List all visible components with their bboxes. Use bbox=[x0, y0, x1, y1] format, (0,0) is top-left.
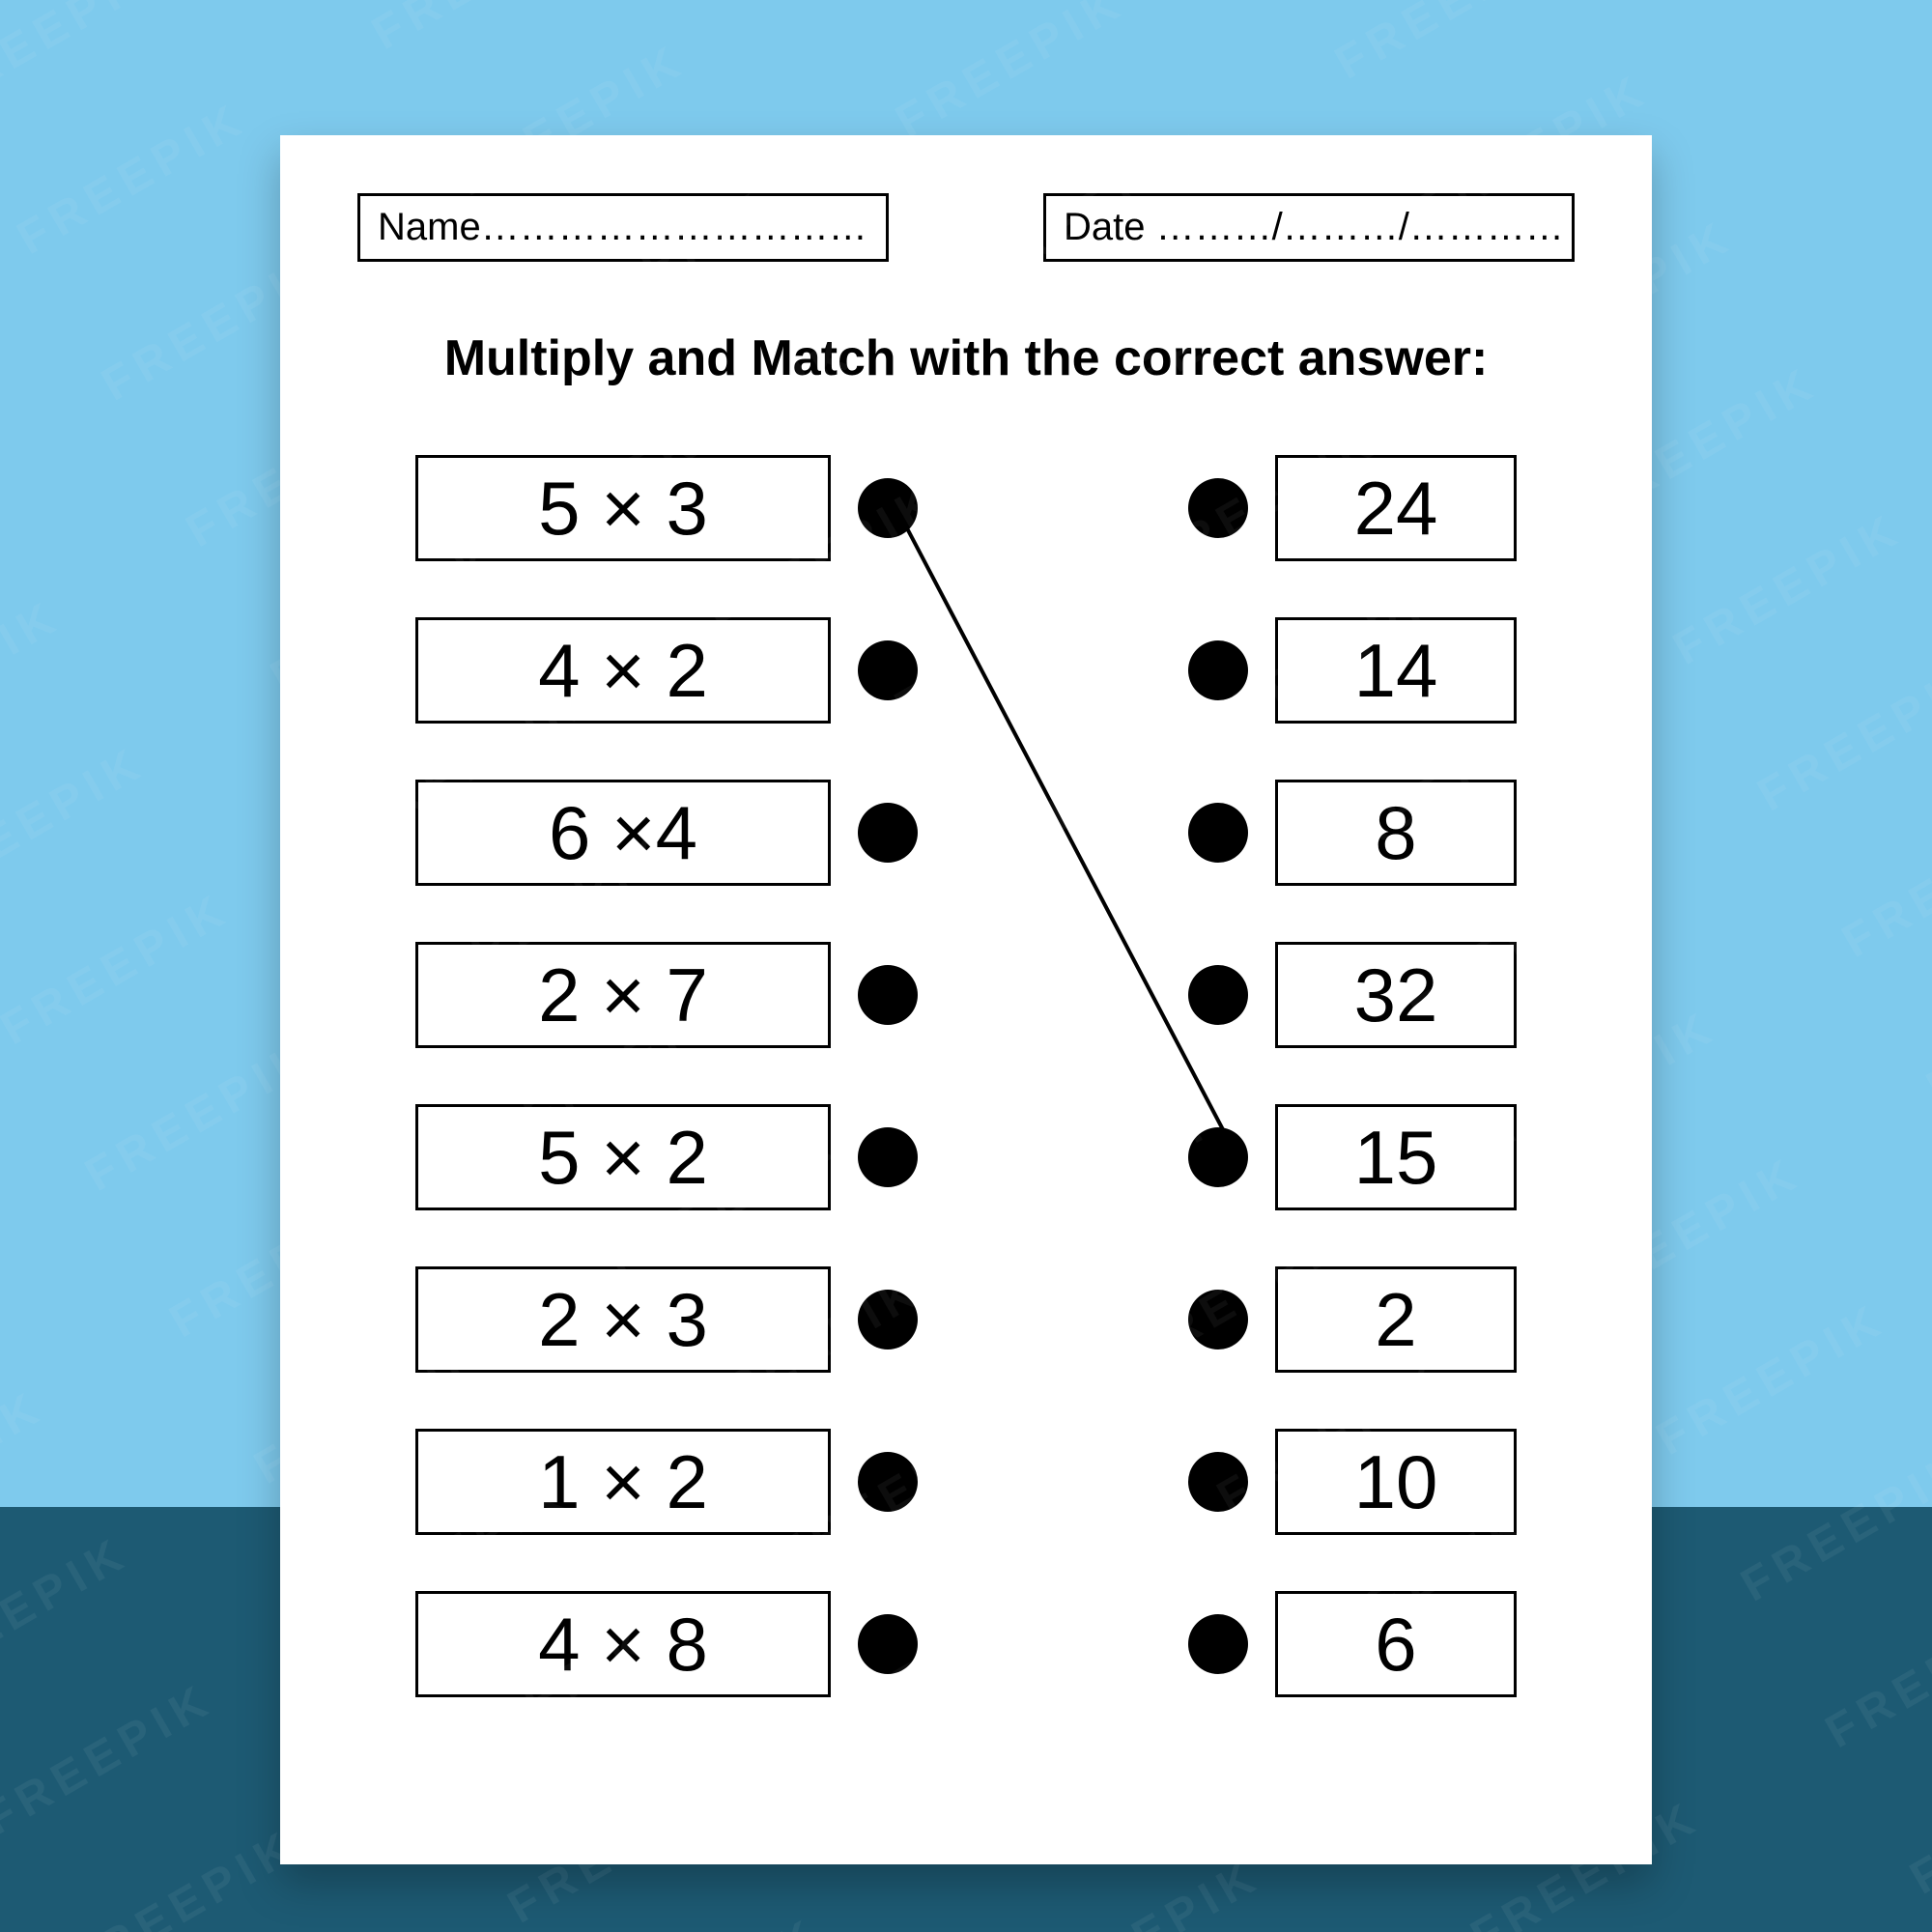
question-box: 2 × 7 bbox=[415, 942, 831, 1048]
answer-dot[interactable] bbox=[1188, 803, 1248, 863]
question-dot[interactable] bbox=[858, 1614, 918, 1674]
question-row: 5 × 3 bbox=[415, 445, 918, 571]
answer-row: 6 bbox=[1188, 1581, 1517, 1707]
answer-row: 32 bbox=[1188, 932, 1517, 1058]
answer-dot[interactable] bbox=[1188, 1290, 1248, 1350]
worksheet-title: Multiply and Match with the correct answ… bbox=[357, 329, 1575, 387]
match-line bbox=[896, 508, 1237, 1157]
answer-box: 32 bbox=[1275, 942, 1517, 1048]
answer-row: 2 bbox=[1188, 1257, 1517, 1382]
question-row: 4 × 2 bbox=[415, 608, 918, 733]
question-dot[interactable] bbox=[858, 1452, 918, 1512]
question-row: 2 × 3 bbox=[415, 1257, 918, 1382]
question-row: 5 × 2 bbox=[415, 1094, 918, 1220]
answer-dot[interactable] bbox=[1188, 478, 1248, 538]
answer-dot[interactable] bbox=[1188, 965, 1248, 1025]
answer-box: 14 bbox=[1275, 617, 1517, 724]
question-dot[interactable] bbox=[858, 478, 918, 538]
question-dot[interactable] bbox=[858, 1127, 918, 1187]
date-field[interactable]: Date ………/………/………… bbox=[1043, 193, 1575, 262]
answer-dot[interactable] bbox=[1188, 640, 1248, 700]
answer-row: 10 bbox=[1188, 1419, 1517, 1545]
question-row: 6 ×4 bbox=[415, 770, 918, 895]
header-row: Name………………………… Date ………/………/………… bbox=[357, 193, 1575, 262]
answer-row: 14 bbox=[1188, 608, 1517, 733]
question-box: 2 × 3 bbox=[415, 1266, 831, 1373]
question-box: 4 × 8 bbox=[415, 1591, 831, 1697]
question-dot[interactable] bbox=[858, 803, 918, 863]
name-field[interactable]: Name………………………… bbox=[357, 193, 889, 262]
answer-row: 24 bbox=[1188, 445, 1517, 571]
question-row: 1 × 2 bbox=[415, 1419, 918, 1545]
answer-box: 2 bbox=[1275, 1266, 1517, 1373]
answer-box: 24 bbox=[1275, 455, 1517, 561]
answer-box: 6 bbox=[1275, 1591, 1517, 1697]
answer-box: 10 bbox=[1275, 1429, 1517, 1535]
question-box: 4 × 2 bbox=[415, 617, 831, 724]
answer-dot[interactable] bbox=[1188, 1452, 1248, 1512]
answer-box: 15 bbox=[1275, 1104, 1517, 1210]
answer-dot[interactable] bbox=[1188, 1614, 1248, 1674]
match-area: 5 × 34 × 26 ×42 × 75 × 22 × 31 × 24 × 8 … bbox=[357, 445, 1575, 1798]
question-dot[interactable] bbox=[858, 965, 918, 1025]
question-dot[interactable] bbox=[858, 1290, 918, 1350]
answer-row: 8 bbox=[1188, 770, 1517, 895]
question-row: 2 × 7 bbox=[415, 932, 918, 1058]
question-box: 1 × 2 bbox=[415, 1429, 831, 1535]
answer-box: 8 bbox=[1275, 780, 1517, 886]
question-box: 5 × 3 bbox=[415, 455, 831, 561]
answer-row: 15 bbox=[1188, 1094, 1517, 1220]
question-box: 6 ×4 bbox=[415, 780, 831, 886]
question-box: 5 × 2 bbox=[415, 1104, 831, 1210]
question-row: 4 × 8 bbox=[415, 1581, 918, 1707]
answer-dot[interactable] bbox=[1188, 1127, 1248, 1187]
worksheet-sheet: Name………………………… Date ………/………/………… Multipl… bbox=[280, 135, 1652, 1864]
question-dot[interactable] bbox=[858, 640, 918, 700]
